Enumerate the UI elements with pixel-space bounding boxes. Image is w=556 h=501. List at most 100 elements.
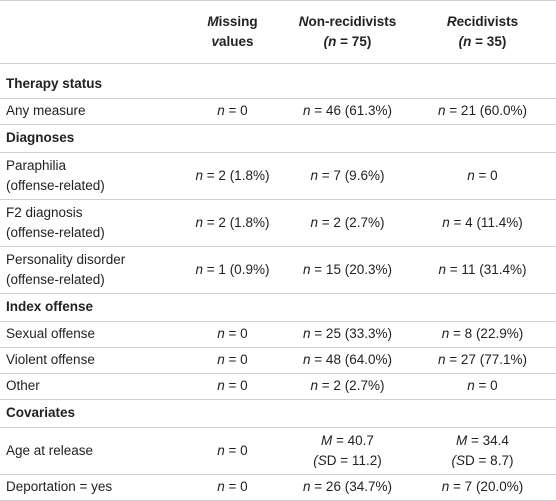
cell-text: n = 7 (20.0%) bbox=[441, 479, 524, 494]
cell: Non-recidivists (n = 75) bbox=[290, 2, 405, 62]
cell: Age at release bbox=[6, 427, 186, 474]
cell: n = 2 (1.8%) bbox=[175, 152, 290, 199]
cell: n = 2 (2.7%) bbox=[290, 373, 405, 399]
cell-text: Deportation = yes bbox=[6, 479, 113, 494]
cell-text: (offense-related) bbox=[6, 271, 105, 287]
cell-text: n = 2 (2.7%) bbox=[310, 378, 385, 393]
section-text: Therapy status bbox=[6, 76, 103, 91]
cell: Other bbox=[6, 373, 186, 399]
cell-text: Any measure bbox=[6, 103, 86, 118]
cell-text: n = 0 bbox=[467, 167, 498, 183]
cell: M = 40.7 (SD = 11.2) bbox=[290, 427, 405, 474]
cell: n = 0 bbox=[175, 98, 290, 124]
rule bbox=[0, 321, 556, 322]
rule bbox=[0, 293, 556, 294]
cell: n = 7 (9.6%) bbox=[290, 152, 405, 199]
cell: n = 7 (20.0%) bbox=[415, 474, 550, 500]
rule bbox=[0, 399, 556, 400]
cell-text: n = 0 bbox=[217, 378, 248, 393]
cell-text: n = 0 bbox=[467, 378, 498, 393]
cell-text: n = 0 bbox=[217, 103, 248, 118]
rule bbox=[0, 246, 556, 247]
cell: n = 48 (64.0%) bbox=[290, 347, 405, 373]
cell-text: n = 21 (60.0%) bbox=[438, 103, 527, 118]
cell: F2 diagnosis (offense-related) bbox=[6, 199, 186, 246]
section-text: Diagnoses bbox=[6, 130, 75, 145]
cell: n = 0 bbox=[175, 474, 290, 500]
cell-text: Age at release bbox=[6, 442, 94, 458]
cell-text: (offense-related) bbox=[6, 224, 105, 240]
cell-text: (SD = 8.7) bbox=[451, 452, 514, 468]
cell-text: n = 48 (64.0%) bbox=[303, 352, 392, 367]
rule bbox=[0, 474, 556, 475]
cell-text: n = 27 (77.1%) bbox=[438, 352, 527, 367]
cell: Any measure bbox=[6, 98, 186, 124]
cell-text: values bbox=[211, 34, 254, 49]
rule bbox=[0, 199, 556, 200]
cell: Deportation = yes bbox=[6, 474, 186, 500]
cell-text: Missing bbox=[207, 14, 258, 29]
cell: n = 0 bbox=[415, 152, 550, 199]
cell: Sexual offense bbox=[6, 321, 186, 347]
cell-text: (SD = 11.2) bbox=[313, 452, 382, 468]
cell-text: (offense-related) bbox=[6, 177, 105, 193]
cell-text: n = 8 (22.9%) bbox=[441, 326, 524, 341]
cell-text: n = 2 (1.8%) bbox=[195, 214, 270, 230]
cell: n = 8 (22.9%) bbox=[415, 321, 550, 347]
cell-text: n = 2 (2.7%) bbox=[310, 214, 385, 230]
cell: n = 46 (61.3%) bbox=[290, 98, 405, 124]
cell: n = 11 (31.4%) bbox=[415, 246, 550, 293]
cell-text: Non-recidivists bbox=[298, 14, 397, 29]
cell: Missing values bbox=[175, 2, 290, 62]
cell: n = 0 bbox=[415, 373, 550, 399]
cell-text: Violent offense bbox=[6, 352, 95, 367]
rule bbox=[0, 347, 556, 348]
cell: n = 25 (33.3%) bbox=[290, 321, 405, 347]
rule bbox=[0, 152, 556, 153]
cell: M = 34.4 (SD = 8.7) bbox=[415, 427, 550, 474]
rule bbox=[0, 0, 556, 1]
cell-text: n = 46 (61.3%) bbox=[303, 103, 392, 118]
cell-text: n = 0 bbox=[217, 442, 248, 458]
cell-text: Personality disorder bbox=[6, 251, 126, 267]
cell: n = 2 (1.8%) bbox=[175, 199, 290, 246]
cell-text: F2 diagnosis bbox=[6, 204, 83, 220]
cell: n = 0 bbox=[175, 373, 290, 399]
rule bbox=[0, 373, 556, 374]
cell-text: n = 11 (31.4%) bbox=[438, 261, 527, 277]
cell-text: (n = 75) bbox=[323, 34, 372, 49]
cell: n = 0 bbox=[175, 321, 290, 347]
section-label: Covariates bbox=[6, 399, 186, 427]
rule bbox=[0, 98, 556, 99]
cell-text: n = 2 (1.8%) bbox=[195, 167, 270, 183]
cell: Recidivists (n = 35) bbox=[415, 2, 550, 62]
section-text: Index offense bbox=[6, 299, 94, 314]
cell-text: Sexual offense bbox=[6, 326, 96, 341]
cell-text: M = 40.7 bbox=[321, 432, 374, 448]
cell-text: n = 15 (20.3%) bbox=[303, 261, 392, 277]
cell-text: n = 26 (34.7%) bbox=[303, 479, 392, 494]
cell bbox=[6, 2, 186, 62]
rule bbox=[0, 427, 556, 428]
cell-text: n = 4 (11.4%) bbox=[442, 214, 523, 230]
rule bbox=[0, 63, 556, 64]
cell: Personality disorder (offense-related) bbox=[6, 246, 186, 293]
cell: n = 27 (77.1%) bbox=[415, 347, 550, 373]
cell: n = 0 bbox=[175, 347, 290, 373]
cell: n = 2 (2.7%) bbox=[290, 199, 405, 246]
cell-text: n = 25 (33.3%) bbox=[303, 326, 392, 341]
cell-text: n = 0 bbox=[217, 352, 248, 367]
cell: Paraphilia (offense-related) bbox=[6, 152, 186, 199]
rule bbox=[0, 124, 556, 125]
cell: n = 21 (60.0%) bbox=[415, 98, 550, 124]
cell-text: Recidivists bbox=[446, 14, 519, 29]
cell-text: n = 1 (0.9%) bbox=[195, 261, 270, 277]
cell: n = 15 (20.3%) bbox=[290, 246, 405, 293]
cell: Violent offense bbox=[6, 347, 186, 373]
cell-text: n = 0 bbox=[217, 326, 248, 341]
cell-text: M = 34.4 bbox=[456, 432, 509, 448]
cell-text: Paraphilia bbox=[6, 157, 67, 173]
cell: n = 0 bbox=[175, 427, 290, 474]
cell: n = 26 (34.7%) bbox=[290, 474, 405, 500]
